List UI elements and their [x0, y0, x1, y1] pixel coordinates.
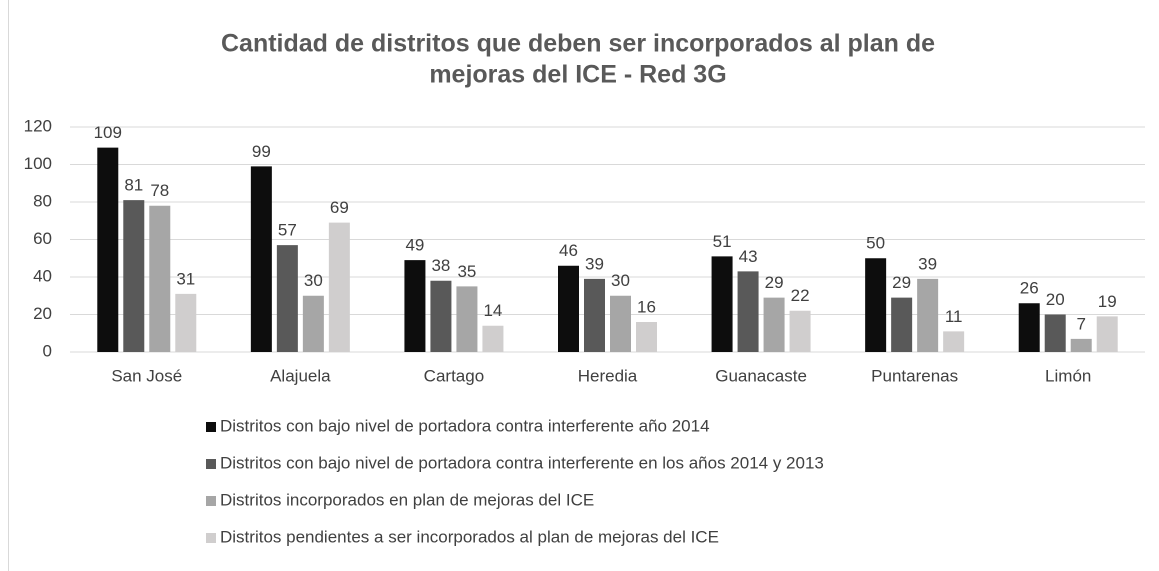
value-label: 30	[304, 271, 323, 290]
value-label: 22	[791, 286, 810, 305]
bar	[865, 258, 887, 352]
y-tick-label: 40	[33, 266, 52, 285]
y-tick-label: 60	[33, 229, 52, 248]
x-tick-label: Alajuela	[270, 366, 331, 385]
value-label: 50	[866, 234, 885, 253]
legend-swatch	[206, 496, 216, 506]
bar	[149, 205, 171, 352]
x-tick-label: Cartago	[424, 366, 484, 385]
legend-swatch	[206, 533, 216, 543]
chart-title: Cantidad de distritos que deben ser inco…	[221, 30, 935, 58]
value-label: 81	[124, 176, 143, 195]
x-tick-label: Limón	[1045, 366, 1091, 385]
x-tick-label: San José	[111, 366, 182, 385]
bar	[558, 265, 579, 352]
value-label: 26	[1020, 279, 1039, 298]
legend-swatch	[206, 459, 216, 469]
bar	[610, 295, 631, 352]
value-label: 69	[330, 198, 349, 217]
bar	[891, 297, 913, 352]
bar	[123, 200, 145, 352]
y-tick-label: 80	[33, 191, 52, 210]
value-label: 39	[918, 254, 937, 273]
value-label: 29	[765, 273, 784, 292]
value-label: 109	[94, 123, 122, 142]
bar	[430, 280, 452, 352]
chart-title: mejoras del ICE - Red 3G	[429, 61, 726, 89]
bar	[1018, 303, 1040, 352]
y-tick-label: 20	[33, 304, 52, 323]
bar	[763, 297, 785, 352]
value-label: 29	[892, 273, 911, 292]
y-tick-label: 0	[43, 341, 52, 360]
bar	[328, 222, 350, 352]
bar	[943, 331, 965, 352]
bar	[1044, 314, 1066, 352]
bar	[1070, 338, 1092, 352]
bar	[482, 325, 504, 352]
value-label: 39	[585, 254, 604, 273]
value-label: 19	[1098, 292, 1117, 311]
legend-label: Distritos con bajo nivel de portadora co…	[220, 453, 824, 472]
value-label: 7	[1076, 314, 1085, 333]
value-label: 78	[150, 181, 169, 200]
value-label: 49	[405, 236, 424, 255]
bar	[584, 278, 605, 352]
legend-swatch	[206, 422, 216, 432]
bar	[302, 295, 324, 352]
bar	[175, 293, 197, 352]
x-tick-label: Heredia	[578, 366, 638, 385]
value-label: 16	[637, 297, 656, 316]
bar	[636, 322, 657, 352]
bar	[250, 166, 272, 352]
bar	[456, 286, 478, 352]
bar	[711, 256, 733, 352]
value-label: 99	[252, 142, 271, 161]
bar	[97, 147, 119, 352]
value-label: 43	[739, 247, 758, 266]
value-label: 11	[945, 307, 963, 326]
value-label: 57	[278, 221, 297, 240]
bar	[1096, 316, 1118, 352]
x-tick-label: Puntarenas	[871, 366, 958, 385]
bar	[404, 260, 426, 352]
legend-label: Distritos con bajo nivel de portadora co…	[220, 416, 710, 435]
value-label: 35	[457, 262, 476, 281]
bar	[276, 245, 298, 352]
value-label: 38	[431, 256, 450, 275]
y-tick-label: 100	[24, 154, 52, 173]
value-label: 30	[611, 271, 630, 290]
value-label: 14	[483, 301, 502, 320]
value-label: 46	[559, 241, 578, 260]
legend-label: Distritos pendientes a ser incorporados …	[220, 527, 719, 546]
value-label: 51	[713, 232, 732, 251]
x-tick-label: Guanacaste	[715, 366, 807, 385]
y-tick-label: 120	[24, 116, 52, 135]
bar	[737, 271, 759, 352]
value-label: 31	[176, 269, 195, 288]
bar	[789, 310, 811, 352]
value-label: 20	[1046, 290, 1065, 309]
legend-label: Distritos incorporados en plan de mejora…	[220, 490, 594, 509]
bar	[917, 278, 939, 352]
